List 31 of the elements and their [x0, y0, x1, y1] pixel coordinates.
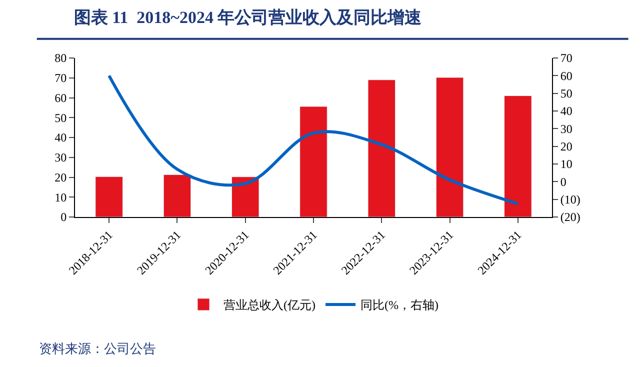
legend-label: 营业总收入(亿元)	[224, 298, 316, 312]
line-series	[108, 74, 520, 206]
chart-title: 图表 11 2018~2024 年公司营业收入及同比增速	[74, 8, 422, 27]
y-tick-label: 80	[54, 51, 67, 66]
y-tick-label: 50	[54, 110, 67, 125]
y2-tick-label: 70	[560, 51, 572, 66]
bar	[504, 96, 532, 217]
bar	[163, 174, 192, 217]
y-tick-label: 30	[54, 150, 67, 165]
y2-tick-label: 10	[560, 157, 572, 172]
y2-tick-label: 30	[560, 122, 572, 136]
y-tick-label: 10	[54, 190, 67, 204]
text: 资料来源：公司公告	[39, 341, 156, 356]
y2-tick-label: 40	[560, 104, 572, 118]
y-tick-label: 70	[54, 71, 67, 86]
y-tick-label: 60	[54, 90, 67, 105]
y-tick-label: 20	[54, 170, 67, 184]
bar	[368, 80, 396, 217]
bar	[436, 77, 464, 217]
y-tick-label: 0	[60, 210, 67, 224]
y2-tick-label: 0	[560, 174, 566, 189]
bar	[300, 106, 328, 217]
legend-label: 同比(%，右轴)	[360, 298, 438, 312]
y2-tick-label: (20)	[560, 210, 580, 224]
bar	[231, 176, 260, 217]
bar	[95, 176, 123, 217]
y2-tick-label: 20	[560, 140, 572, 154]
y2-tick-label: (10)	[560, 192, 580, 207]
y2-tick-label: 50	[560, 86, 572, 101]
y2-tick-label: 60	[560, 68, 572, 83]
y-tick-label: 40	[54, 130, 67, 145]
